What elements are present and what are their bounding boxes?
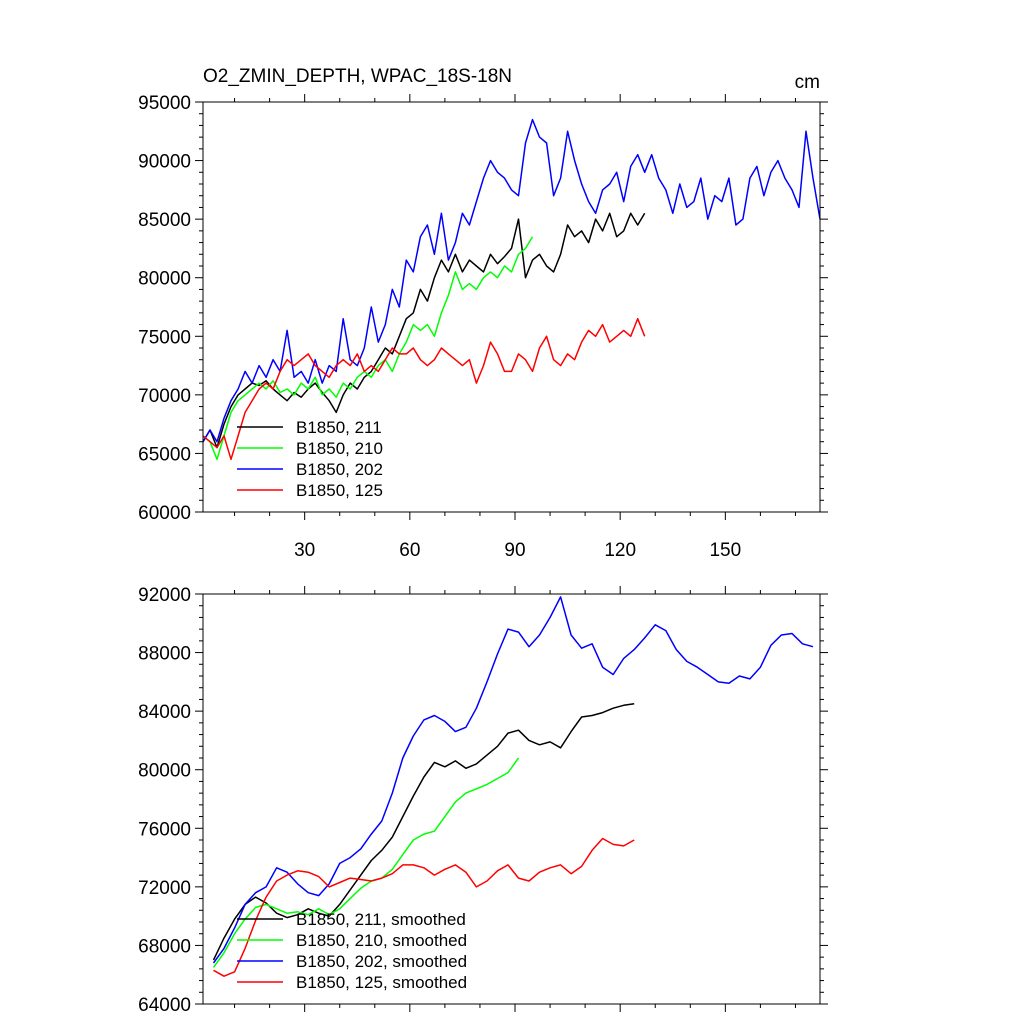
- y-tick-label: 72000: [138, 878, 191, 899]
- legend-label-3: B1850, 202: [296, 460, 383, 479]
- y-tick-label: 84000: [138, 702, 191, 723]
- chart-title: O2_ZMIN_DEPTH, WPAC_18S-18N: [203, 66, 512, 87]
- legend-label-1: B1850, 211, smoothed: [296, 910, 466, 929]
- legend-label-2: B1850, 210: [296, 439, 383, 458]
- series-line-1: [202, 212, 646, 449]
- series-line-2: [212, 757, 520, 968]
- y-tick-label: 60000: [138, 503, 191, 524]
- y-tick-label: 90000: [138, 152, 191, 173]
- x-tick-label: 90: [504, 540, 525, 561]
- y-tick-label: 70000: [138, 386, 191, 407]
- chart-panel-2: 64000 68000 72000 76000 80000 84000 88000 92000…: [138, 585, 828, 1016]
- plot-frame: [202, 593, 821, 1005]
- plot-frame: [202, 101, 821, 513]
- y-tick-label: 68000: [138, 936, 191, 957]
- series-line-4: [213, 837, 635, 977]
- series-line-3: [212, 596, 814, 964]
- legend-label-4: B1850, 125, smoothed: [296, 973, 467, 992]
- y-tick-label: 76000: [138, 819, 191, 840]
- legend-label-2: B1850, 210, smoothed: [296, 931, 467, 950]
- x-tick-label: 60: [399, 540, 420, 561]
- legend-label-3: B1850, 202, smoothed: [296, 952, 467, 971]
- units-label: cm: [795, 72, 820, 93]
- chart-panel-1: 60000 65000 70000 75000 80000 85000 90000 95000…: [138, 66, 828, 561]
- series-line-4: [202, 317, 646, 461]
- x-tick-label: 120: [604, 540, 636, 561]
- series-line-3: [202, 118, 821, 443]
- y-tick-label: 64000: [138, 995, 191, 1016]
- y-tick-label: 65000: [138, 444, 191, 465]
- y-tick-label: 85000: [138, 210, 191, 231]
- y-tick-label: 80000: [138, 269, 191, 290]
- x-tick-label: 30: [294, 540, 315, 561]
- series-line-2: [202, 236, 534, 461]
- series-line-1: [212, 703, 635, 961]
- y-tick-label: 80000: [138, 761, 191, 782]
- x-tick-label: 150: [709, 540, 741, 561]
- y-tick-label: 75000: [138, 327, 191, 348]
- legend-label-4: B1850, 125: [296, 481, 383, 500]
- y-tick-label: 95000: [138, 93, 191, 114]
- y-tick-label: 92000: [138, 585, 191, 606]
- y-tick-label: 88000: [138, 644, 191, 665]
- legend-label-1: B1850, 211: [296, 418, 382, 437]
